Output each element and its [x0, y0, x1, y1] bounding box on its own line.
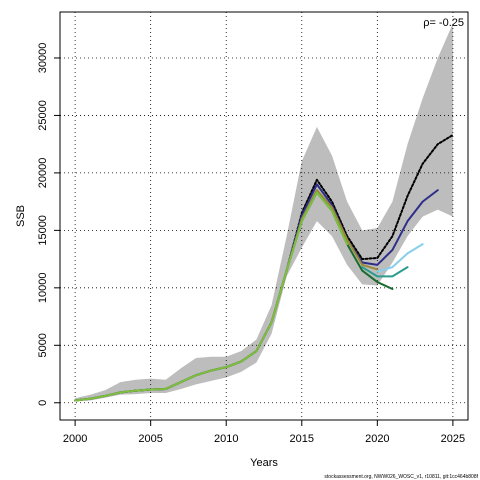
- x-tick-label: 2020: [365, 433, 389, 445]
- x-tick-label: 2015: [290, 433, 314, 445]
- x-axis: 2000 2005 2010 2015 2020 2025: [63, 420, 465, 445]
- series-line-1: [74, 133, 454, 402]
- x-axis-title: Years: [250, 457, 278, 469]
- y-tick-label: 15000: [37, 215, 49, 246]
- x-tick-label: 2000: [63, 433, 87, 445]
- gridlines: [60, 12, 468, 420]
- series-lines: [74, 133, 454, 402]
- rho-annotation: ρ= -0.25: [423, 17, 464, 29]
- confidence-band-group: [75, 23, 453, 402]
- y-tick-label: 25000: [37, 100, 49, 131]
- confidence-band: [75, 23, 453, 402]
- series-line-4: [376, 243, 424, 273]
- y-axis: 0 5000 10000 15000 20000 25000 30000: [37, 43, 60, 406]
- x-tick-label: 2005: [138, 433, 162, 445]
- y-tick-label: 20000: [37, 158, 49, 189]
- x-tick-label: 2025: [441, 433, 465, 445]
- y-axis-title: SSB: [15, 205, 27, 227]
- series-line-2: [74, 183, 439, 402]
- series-line-5: [361, 266, 409, 278]
- y-tick-label: 5000: [37, 333, 49, 357]
- series-line-7: [74, 191, 349, 402]
- plot-frame: [59, 11, 469, 421]
- y-tick-label: 0: [37, 400, 49, 406]
- footer-source-label: stockassessment.org, NWW026_WOSC_v1, r10…: [324, 474, 478, 480]
- y-tick-label: 30000: [37, 43, 49, 74]
- y-tick-label: 10000: [37, 273, 49, 304]
- x-tick-label: 2010: [214, 433, 238, 445]
